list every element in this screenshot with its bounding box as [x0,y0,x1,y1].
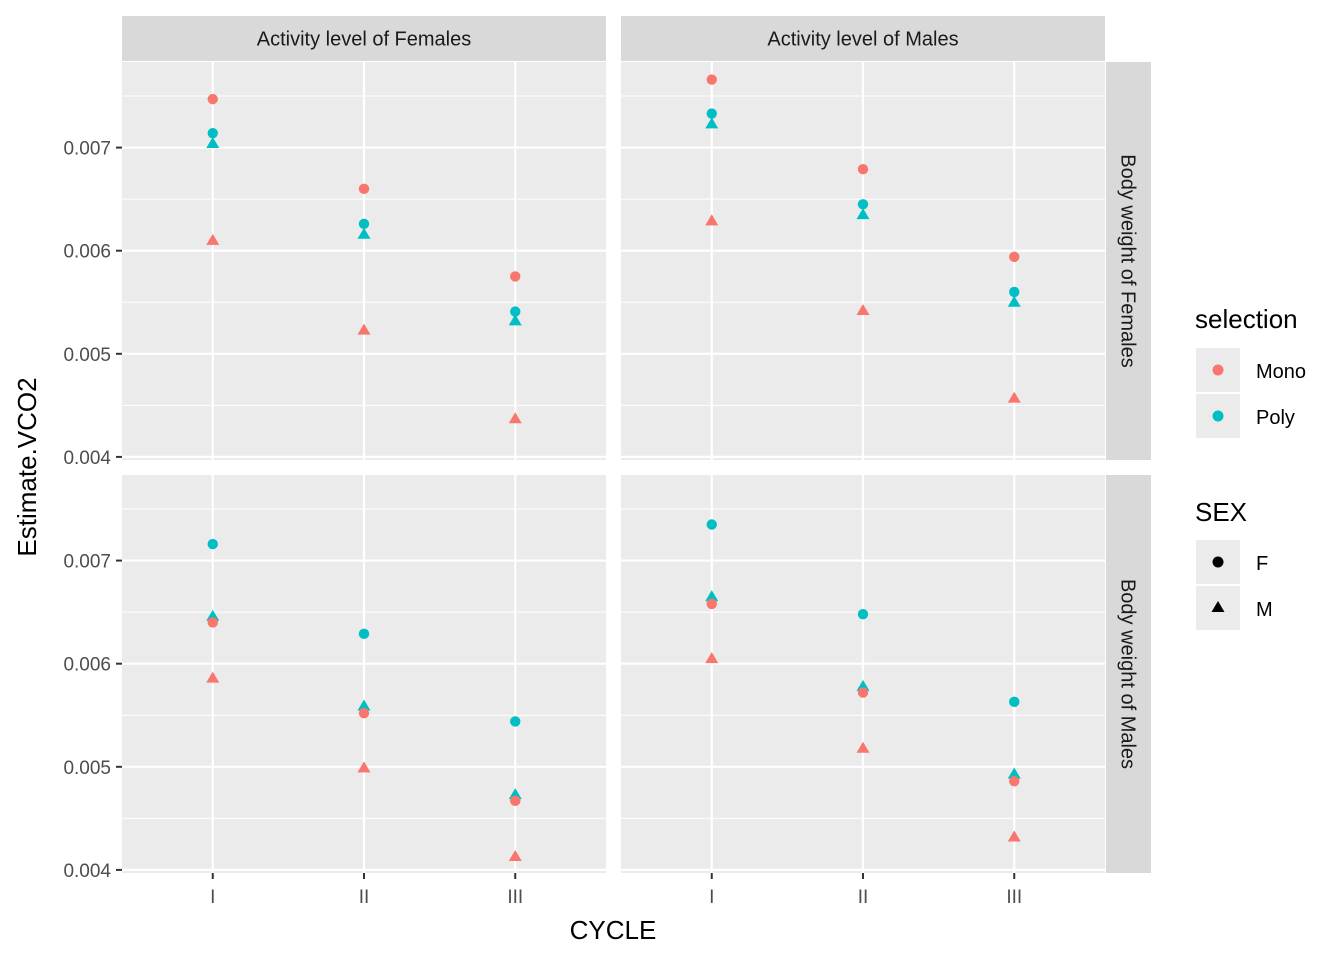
legend-label-f: F [1256,553,1268,575]
data-point-mono-m [357,323,371,335]
data-point-poly-f [1009,696,1020,708]
data-point-poly-m [357,227,371,239]
row-strip-label: Body weight of Males [1117,579,1139,769]
row-strip-label: Body weight of Females [1117,154,1139,367]
data-point-poly-f [358,218,370,230]
data-point-poly-m [856,208,870,220]
data-point-mono-m [856,741,870,753]
data-point-poly-f [510,716,521,727]
legend-label-poly: Poly [1256,407,1295,429]
column-strip-label: Activity level of Males [767,29,958,51]
data-point-poly-m [357,699,371,711]
y-tick-label: 0.004 [63,861,111,882]
data-point-mono-f [207,93,218,105]
y-tick-label: 0.004 [63,448,111,469]
column-strip [621,16,1105,61]
data-point-mono-f [857,687,869,698]
data-point-mono-m [705,214,719,226]
y-axis-title: Estimate.VCO2 [12,377,42,556]
x-tick-label: III [1006,887,1022,908]
data-point-mono-f [706,74,717,85]
data-point-mono-f [358,707,370,719]
data-point-mono-m [508,850,522,862]
data-point-poly-m [705,590,719,602]
x-tick-label: I [709,887,714,908]
legend-label-m: M [1256,599,1273,621]
panel-r1-c1 [122,62,606,460]
column-strip [122,16,606,61]
legend-sex-title: SEX [1195,497,1247,527]
data-point-poly-f [510,306,521,317]
x-axis: I II III I II III [210,873,1022,908]
column-strip-label: Activity level of Females [257,29,472,51]
data-point-poly-f [706,519,717,530]
data-point-mono-f [207,617,218,628]
data-point-mono-m [1007,391,1021,403]
data-point-poly-f [857,199,869,210]
legend-key-f-symbol [1212,556,1224,568]
x-tick-label: II [359,887,370,908]
y-tick-label: 0.005 [63,345,111,366]
data-point-poly-m [1007,295,1021,307]
panel-r2-c1 [122,475,606,873]
row-strip [1106,62,1151,460]
data-point-poly-m [856,679,870,691]
data-point-mono-f [510,271,521,282]
data-point-mono-f [857,164,869,175]
y-tick-label: 0.007 [63,552,111,573]
legend-key-m-symbol [1211,601,1225,612]
legend-key-mono-symbol [1212,364,1224,376]
legend-selection-title: selection [1195,304,1298,334]
data-point-poly-m [1007,767,1021,779]
data-point-poly-f [207,127,218,139]
data-point-mono-m [357,761,371,773]
data-point-mono-f [358,183,370,195]
legend-selection: selection Mono Poly [1195,304,1306,438]
x-axis-title: CYCLE [570,915,657,945]
data-point-mono-f [1009,251,1020,263]
y-tick-label: 0.005 [63,758,111,779]
data-point-mono-f [510,795,521,807]
data-point-mono-m [206,671,220,683]
data-point-poly-m [508,788,522,800]
data-point-poly-m [206,609,220,621]
panels-layer: Activity level of Females Activity level … [122,16,1151,873]
data-point-mono-f [1009,776,1020,787]
y-tick-label: 0.006 [63,242,111,263]
data-point-poly-f [706,108,717,119]
data-point-poly-f [857,608,869,620]
data-point-poly-m [705,117,719,129]
data-point-poly-f [207,538,218,550]
y-tick-label: 0.007 [63,139,111,160]
points-panel-r1-c2 [705,74,1021,403]
panel-r2-c2 [621,475,1105,873]
data-point-mono-m [1007,830,1021,842]
legend-sex: SEX F M [1195,497,1273,630]
data-point-poly-f [358,628,370,639]
data-point-mono-m [856,303,870,316]
points-panel-r2-c1 [206,538,522,862]
legend-label-mono: Mono [1256,361,1306,383]
points-panel-r1-c1 [206,93,522,424]
x-tick-label: III [507,887,523,908]
y-axis: 0.004 0.005 0.006 0.007 0.004 0.005 0.006 0.007 [63,139,122,882]
x-tick-label: I [210,887,215,908]
y-tick-label: 0.006 [63,655,111,676]
data-point-mono-f [706,598,717,610]
legend-key-poly-symbol [1212,410,1224,422]
row-strip [1106,475,1151,873]
data-point-mono-m [206,233,220,245]
x-tick-label: II [858,887,869,908]
data-point-poly-m [508,314,522,326]
data-point-mono-m [705,652,719,664]
data-point-poly-f [1009,286,1020,298]
data-point-mono-m [508,412,522,424]
panel-r1-c2 [621,62,1105,460]
data-point-poly-m [206,136,220,149]
points-panel-r2-c2 [705,519,1021,842]
